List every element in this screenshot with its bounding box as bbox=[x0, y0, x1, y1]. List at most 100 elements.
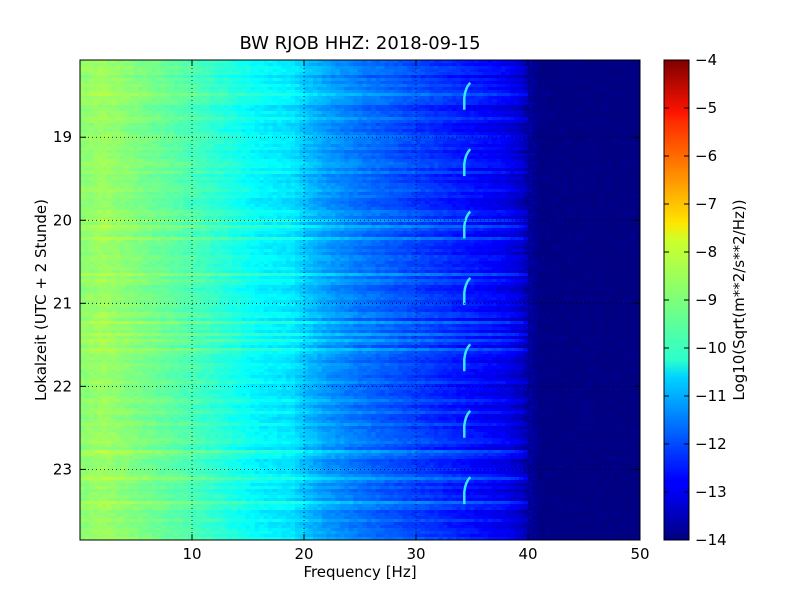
heatmap-cell bbox=[483, 141, 489, 145]
heatmap-cell bbox=[496, 156, 502, 160]
heatmap-cell bbox=[115, 84, 121, 88]
heatmap-cell bbox=[124, 78, 130, 82]
heatmap-cell bbox=[245, 84, 251, 88]
heatmap-cell bbox=[366, 60, 372, 64]
heatmap-cell bbox=[200, 105, 206, 109]
heatmap-cell bbox=[469, 69, 475, 73]
heatmap-cell bbox=[200, 144, 206, 148]
heatmap-cell bbox=[160, 93, 166, 97]
heatmap-cell bbox=[532, 69, 538, 73]
heatmap-cell bbox=[407, 90, 412, 94]
heatmap-cell bbox=[474, 72, 480, 76]
heatmap-cell bbox=[330, 135, 336, 139]
heatmap-cell bbox=[572, 69, 578, 73]
heatmap-cell bbox=[268, 126, 274, 130]
heatmap-cell bbox=[272, 78, 278, 82]
heatmap-cell bbox=[613, 99, 618, 103]
heatmap-cell bbox=[613, 147, 618, 151]
heatmap-cell bbox=[295, 87, 300, 91]
heatmap-cell bbox=[523, 138, 529, 142]
heatmap-cell bbox=[277, 123, 282, 127]
heatmap-cell bbox=[375, 114, 381, 118]
heatmap-cell bbox=[590, 114, 596, 118]
heatmap-cell bbox=[227, 81, 233, 85]
heatmap-cell bbox=[93, 171, 99, 175]
heatmap-cell bbox=[595, 99, 601, 103]
heatmap-cell bbox=[299, 108, 305, 112]
heatmap-cell bbox=[84, 75, 90, 79]
heatmap-cell bbox=[375, 105, 381, 109]
heatmap-cell bbox=[541, 129, 547, 133]
heatmap-cell bbox=[420, 120, 426, 124]
heatmap-cell bbox=[384, 108, 390, 112]
heatmap-cell bbox=[635, 87, 640, 91]
heatmap-cell bbox=[563, 60, 569, 64]
heatmap-cell bbox=[84, 87, 90, 91]
heatmap-cell bbox=[586, 159, 592, 163]
heatmap-cell bbox=[492, 153, 498, 157]
heatmap-cell bbox=[420, 150, 426, 154]
heatmap-cell bbox=[460, 150, 466, 154]
heatmap-cell bbox=[308, 117, 314, 121]
heatmap-cell bbox=[595, 141, 601, 145]
heatmap-cell bbox=[438, 102, 444, 106]
heatmap-cell bbox=[532, 171, 538, 175]
heatmap-cell bbox=[330, 147, 336, 151]
heatmap-cell bbox=[568, 153, 574, 157]
heatmap-cell bbox=[487, 69, 493, 73]
heatmap-cell bbox=[572, 174, 578, 178]
heatmap-cell bbox=[384, 147, 390, 151]
heatmap-cell bbox=[290, 126, 296, 130]
heatmap-cell bbox=[124, 96, 130, 100]
heatmap-cell bbox=[510, 90, 515, 94]
heatmap-cell bbox=[599, 132, 605, 136]
heatmap-cell bbox=[362, 132, 368, 136]
heatmap-cell bbox=[492, 126, 498, 130]
heatmap-cell bbox=[250, 123, 256, 127]
heatmap-cell bbox=[469, 168, 475, 172]
heatmap-cell bbox=[447, 129, 453, 133]
heatmap-cell bbox=[205, 144, 211, 148]
heatmap-cell bbox=[245, 177, 251, 181]
heatmap-cell bbox=[528, 138, 533, 142]
heatmap-cell bbox=[635, 114, 640, 118]
heatmap-cell bbox=[169, 66, 175, 70]
heatmap-cell bbox=[402, 66, 408, 70]
heatmap-cell bbox=[151, 156, 157, 160]
heatmap-row bbox=[80, 63, 640, 67]
heatmap-cell bbox=[250, 153, 256, 157]
heatmap-cell bbox=[532, 150, 538, 154]
heatmap-cell bbox=[259, 87, 265, 91]
heatmap-cell bbox=[514, 162, 520, 166]
heatmap-cell bbox=[304, 99, 309, 103]
heatmap-cell bbox=[88, 93, 94, 97]
heatmap-cell bbox=[232, 90, 238, 94]
heatmap-cell bbox=[362, 90, 368, 94]
heatmap-cell bbox=[169, 165, 175, 169]
heatmap-cell bbox=[339, 111, 345, 115]
heatmap-cell bbox=[487, 174, 493, 178]
heatmap-cell bbox=[223, 81, 229, 85]
heatmap-cell bbox=[492, 174, 498, 178]
heatmap-cell bbox=[286, 150, 291, 154]
heatmap-cell bbox=[348, 138, 354, 142]
heatmap-cell bbox=[160, 174, 166, 178]
heatmap-cell bbox=[80, 66, 85, 70]
heatmap-cell bbox=[174, 69, 179, 73]
heatmap-cell bbox=[272, 123, 278, 127]
heatmap-cell bbox=[478, 108, 484, 112]
heatmap-cell bbox=[277, 111, 282, 115]
heatmap-cell bbox=[223, 105, 229, 109]
heatmap-cell bbox=[93, 96, 99, 100]
heatmap-cell bbox=[604, 96, 610, 100]
heatmap-cell bbox=[635, 162, 640, 166]
heatmap-cell bbox=[366, 111, 372, 115]
heatmap-cell bbox=[160, 69, 166, 73]
heatmap-cell bbox=[563, 87, 569, 91]
heatmap-cell bbox=[402, 174, 408, 178]
heatmap-cell bbox=[223, 111, 229, 115]
heatmap-cell bbox=[424, 150, 430, 154]
heatmap-cell bbox=[124, 144, 130, 148]
heatmap-cell bbox=[227, 105, 233, 109]
heatmap-cell bbox=[259, 120, 265, 124]
